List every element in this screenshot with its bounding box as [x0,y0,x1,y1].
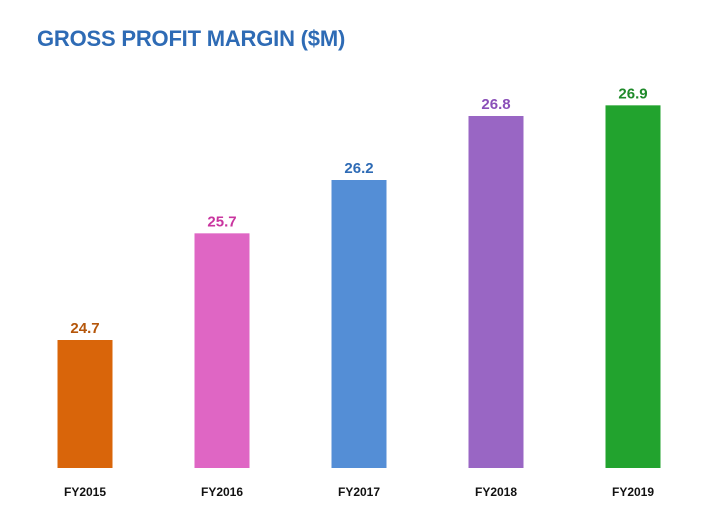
bar-fy2015 [57,340,113,468]
bar-fy2016 [194,233,250,468]
x-tick-label: FY2016 [201,485,243,499]
x-tick-label: FY2019 [612,485,654,499]
value-label-fy2019: 26.9 [618,85,647,102]
bar-fy2019 [605,105,661,468]
x-tick-label: FY2018 [475,485,517,499]
x-tick-label: FY2015 [64,485,106,499]
value-label-fy2015: 24.7 [70,320,99,337]
bar-fy2017 [331,180,387,468]
chart-title: GROSS PROFIT MARGIN ($M) [37,26,346,51]
bar-fy2018 [468,116,524,468]
value-label-fy2018: 26.8 [481,96,510,113]
x-tick-label: FY2017 [338,485,380,499]
value-label-fy2017: 26.2 [344,160,373,177]
value-label-fy2016: 25.7 [207,213,236,230]
